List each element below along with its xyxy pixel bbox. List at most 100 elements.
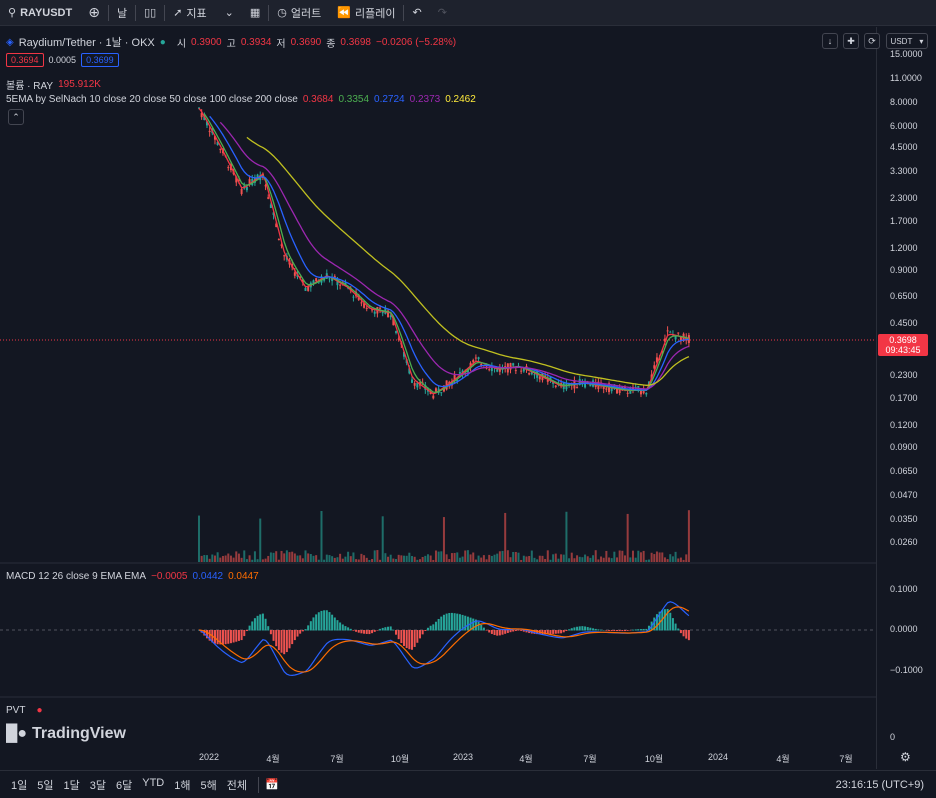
volume-bar bbox=[482, 555, 485, 562]
macd-histogram-bar bbox=[429, 625, 432, 631]
indicators-icon: ➚ bbox=[173, 7, 183, 19]
volume-bar bbox=[634, 557, 637, 562]
settings-gear-icon[interactable]: ⚙ bbox=[900, 750, 911, 764]
candle-body bbox=[336, 279, 339, 286]
volume-bar bbox=[315, 555, 318, 562]
reset-button[interactable]: ⟳ bbox=[864, 33, 880, 49]
volume-bar bbox=[243, 550, 246, 562]
volume-bar bbox=[663, 557, 666, 562]
range-button[interactable]: 1해 bbox=[174, 779, 191, 792]
range-button[interactable]: 5해 bbox=[200, 779, 217, 792]
bar-countdown: 09:43:45 bbox=[885, 345, 921, 355]
volume-bar bbox=[416, 559, 419, 562]
tradingview-logo[interactable]: █● TradingView bbox=[6, 725, 126, 743]
buy-price-button[interactable]: 0.3699 bbox=[81, 53, 119, 67]
goto-date-button[interactable]: 📅 bbox=[265, 778, 279, 791]
volume-bar bbox=[448, 559, 451, 562]
macd-histogram-bar bbox=[355, 630, 358, 632]
macd-histogram-bar bbox=[259, 614, 262, 631]
volume-bar bbox=[597, 559, 600, 562]
price-tick: 11.0000 bbox=[890, 73, 922, 83]
volume-bar bbox=[291, 551, 294, 562]
volume-bar bbox=[275, 551, 278, 562]
range-button[interactable]: 전체 bbox=[226, 779, 247, 792]
compare-button[interactable]: ⊕ bbox=[80, 0, 108, 26]
range-button[interactable]: 1달 bbox=[63, 779, 80, 792]
maximize-button[interactable]: ✚ bbox=[843, 33, 859, 49]
change-value: −0.0206 (−5.28%) bbox=[376, 36, 457, 48]
volume-bar bbox=[653, 554, 656, 562]
indicators-label: 지표 bbox=[186, 7, 207, 20]
range-button[interactable]: 6달 bbox=[116, 779, 133, 792]
chart-panel[interactable] bbox=[0, 27, 876, 769]
templates-button[interactable]: ▦ bbox=[242, 0, 268, 26]
error-icon[interactable]: ● bbox=[36, 705, 43, 716]
volume-bar bbox=[522, 555, 525, 562]
alerts-button[interactable]: ◷ 얼러트 bbox=[269, 0, 329, 26]
candle-body bbox=[554, 385, 557, 387]
price-tick: 2.3000 bbox=[890, 193, 918, 203]
volume-bar bbox=[514, 551, 517, 562]
symbol-search[interactable]: ⚲ RAYUSDT bbox=[0, 0, 80, 26]
divider bbox=[403, 4, 405, 21]
macd-histogram-bar bbox=[570, 628, 573, 631]
candle-body bbox=[456, 380, 459, 382]
macd-histogram-bar bbox=[293, 630, 296, 641]
interval-label: 날 bbox=[116, 7, 128, 20]
candle-body bbox=[315, 278, 318, 282]
volume-bar bbox=[203, 555, 206, 562]
macd-histogram-bar bbox=[325, 610, 328, 631]
chevron-down-icon: ⌄ bbox=[224, 7, 234, 19]
macd-histogram-bar bbox=[639, 629, 642, 631]
rewind-icon: ⏪ bbox=[337, 7, 351, 19]
macd-histogram-bar bbox=[349, 628, 352, 631]
volume-bar bbox=[418, 559, 421, 562]
macd-histogram-bar bbox=[658, 611, 661, 631]
range-button[interactable]: YTD bbox=[142, 776, 165, 789]
macd-histogram-bar bbox=[685, 630, 688, 639]
redo-button[interactable]: ↷ bbox=[430, 0, 455, 26]
indicators-button[interactable]: ➚ 지표 ⌄ bbox=[165, 0, 242, 26]
range-button[interactable]: 5일 bbox=[37, 779, 54, 792]
time-tick: 10월 bbox=[644, 754, 664, 764]
range-button[interactable]: 3달 bbox=[89, 779, 106, 792]
candle-body bbox=[373, 311, 376, 314]
candle-body bbox=[679, 336, 682, 341]
range-button[interactable]: 1일 bbox=[11, 779, 28, 792]
volume-bar bbox=[581, 557, 584, 562]
macd-histogram-bar bbox=[360, 630, 363, 634]
clock-timezone[interactable]: 23:16:15 (UTC+9) bbox=[835, 778, 924, 791]
macd-histogram-bar bbox=[221, 630, 224, 645]
sell-price-button[interactable]: 0.3694 bbox=[6, 53, 44, 67]
volume-bar bbox=[389, 554, 392, 562]
macd-histogram-bar bbox=[403, 630, 406, 646]
volume-bar bbox=[549, 559, 552, 562]
arrow-down-icon: ↓ bbox=[827, 36, 833, 46]
macd-histogram-bar bbox=[477, 621, 480, 631]
macd-histogram-bar bbox=[557, 630, 560, 634]
replay-button[interactable]: ⏪ 리플레이 bbox=[329, 0, 403, 26]
macd-histogram-bar bbox=[336, 620, 339, 631]
macd-histogram-bar bbox=[291, 630, 294, 645]
macd-histogram-bar bbox=[442, 614, 445, 631]
candle-body bbox=[626, 392, 629, 394]
scroll-down-button[interactable]: ↓ bbox=[822, 33, 838, 49]
currency-select[interactable]: USDT ▾ bbox=[886, 33, 928, 49]
collapse-legend-button[interactable]: ⌃ bbox=[8, 109, 24, 125]
replay-label: 리플레이 bbox=[354, 7, 396, 20]
volume-bar bbox=[586, 556, 589, 562]
chart-type-button[interactable]: ▯▯ bbox=[136, 0, 164, 26]
price-axis[interactable] bbox=[876, 27, 936, 769]
volume-legend: 볼륨 · RAY 195.912K bbox=[6, 77, 101, 92]
volume-bar bbox=[442, 517, 445, 562]
chevron-down-icon: ▾ bbox=[919, 36, 924, 46]
interval-button[interactable]: 날 bbox=[109, 0, 135, 26]
undo-button[interactable]: ↶ bbox=[404, 0, 429, 26]
candle-body bbox=[655, 357, 658, 363]
candle-body bbox=[280, 244, 283, 246]
macd-histogram-bar bbox=[277, 630, 280, 651]
macd-histogram-bar bbox=[280, 630, 283, 653]
macd-histogram-bar bbox=[368, 630, 371, 635]
candle-body bbox=[687, 335, 690, 343]
volume-bar bbox=[208, 558, 211, 562]
